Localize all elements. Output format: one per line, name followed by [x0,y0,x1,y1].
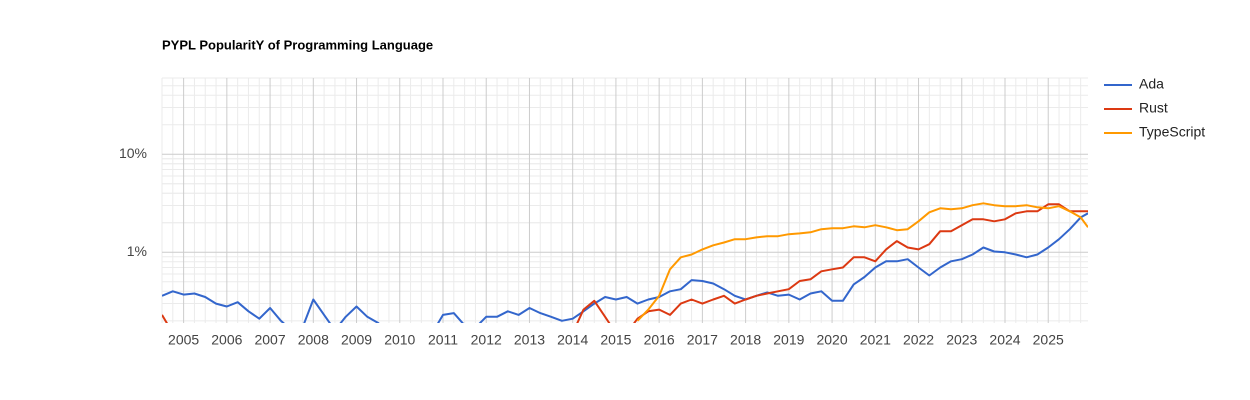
x-tick-label: 2008 [298,332,329,348]
y-tick-label: 1% [127,243,147,259]
x-tick-label: 2016 [644,332,675,348]
legend: Ada Rust TypeScript [1104,76,1205,140]
y-tick-label: 10% [119,145,147,161]
x-tick-label: 2012 [471,332,502,348]
legend-label: Ada [1139,76,1164,92]
x-tick-label: 2023 [946,332,977,348]
plot-area [162,202,1088,323]
x-tick-label: 2010 [384,332,415,348]
x-tick-label: 2007 [254,332,285,348]
x-tick-label: 2019 [773,332,804,348]
x-tick-label: 2020 [816,332,847,348]
legend-label: TypeScript [1139,124,1205,140]
series-line [162,212,1088,323]
x-tick-label: 2006 [211,332,242,348]
x-tick-label: 2021 [860,332,891,348]
axis-labels: 1% 10% 2005 2006 2007 2008 2009 2010 2011 2012 201… [119,145,1064,348]
grid [161,77,1088,323]
x-tick-label: 2022 [903,332,934,348]
x-tick-label: 2014 [557,332,588,348]
legend-label: Rust [1139,100,1168,116]
x-tick-label: 2009 [341,332,372,348]
series-line [162,203,1088,323]
x-tick-label: 2011 [428,332,458,348]
x-tick-label: 2025 [1033,332,1064,348]
series-line [636,202,1088,322]
x-tick-label: 2024 [989,332,1020,348]
x-tick-label: 2013 [514,332,545,348]
chart-title: PYPL PopularitY of Programming Language [162,37,433,52]
x-tick-label: 2005 [168,332,199,348]
x-tick-label: 2018 [730,332,761,348]
x-tick-label: 2015 [600,332,631,348]
x-tick-label: 2017 [687,332,718,348]
